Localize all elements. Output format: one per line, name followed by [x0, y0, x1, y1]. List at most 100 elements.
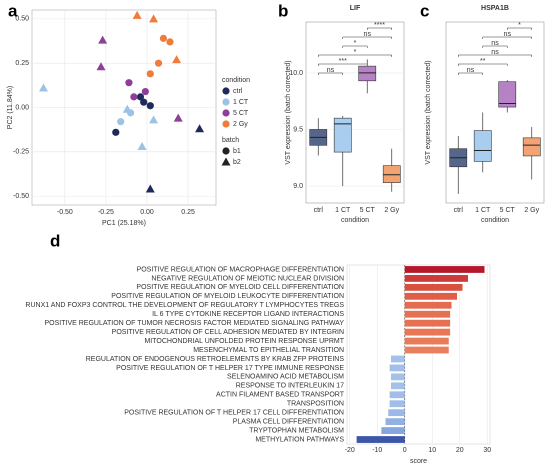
bracket: [507, 27, 532, 30]
bracket: [318, 54, 392, 57]
bar: [404, 292, 457, 300]
bracket: [458, 72, 483, 75]
bar: [389, 364, 405, 372]
x-tick-label: 0.00: [140, 209, 154, 216]
y-tick-label: POSITIVE REGULATION OF MACROPHAGE DIFFER…: [137, 266, 344, 273]
bar: [404, 266, 485, 273]
significance-label: ns: [467, 67, 475, 74]
bar: [404, 319, 451, 327]
significance-label: ****: [374, 22, 385, 29]
y-tick-label: RESPONSE TO INTERLEUKIN 17: [236, 383, 344, 390]
panel-label: d: [50, 231, 60, 250]
point: [154, 59, 163, 67]
panel-label: a: [8, 1, 18, 20]
bar: [404, 275, 468, 282]
box: [473, 130, 492, 162]
point: [117, 118, 125, 126]
legend-swatch: [222, 109, 230, 117]
bar: [391, 355, 405, 363]
bracket: [482, 45, 508, 48]
y-tick-label: ACTIN FILAMENT BASED TRANSPORT: [216, 392, 345, 399]
point: [125, 79, 133, 87]
x-axis-label: condition: [481, 217, 509, 224]
significance-label: ns: [364, 31, 372, 38]
point: [149, 14, 159, 23]
bracket: [458, 63, 508, 66]
point: [130, 93, 138, 101]
plot-frame: [445, 21, 545, 204]
y-tick-label: POSITIVE REGULATION OF MYELOID CELL DIFF…: [136, 284, 344, 291]
point: [172, 55, 182, 64]
bracket: [342, 36, 392, 39]
x-tick-label: ctrl: [454, 207, 464, 214]
point: [141, 87, 149, 96]
bracket: [342, 45, 368, 48]
legend-swatch: [222, 98, 230, 106]
x-axis-label: condition: [341, 217, 369, 224]
point: [195, 124, 205, 133]
y-tick-label: -0.25: [13, 149, 29, 156]
x-tick-label: -0.25: [98, 209, 114, 216]
y-tick-label: RUNX1 AND FOXP3 CONTROL THE DEVELOPMENT …: [25, 302, 344, 309]
y-tick-label: POSITIVE REGULATION OF TUMOR NECROSIS FA…: [45, 320, 345, 327]
chart-title: LIF: [350, 5, 361, 12]
legend-label: 1 CT: [233, 99, 249, 106]
bracket: [458, 54, 532, 57]
y-tick-label: REGULATION OF ENDOGENOUS RETROELEMENTS B…: [86, 356, 345, 363]
chart-title: HSPA1B: [481, 5, 509, 12]
bar: [404, 328, 451, 336]
x-tick-label: 2 Gy: [384, 207, 399, 214]
x-tick-label: ctrl: [314, 207, 324, 214]
point: [145, 184, 155, 193]
point: [140, 98, 148, 106]
y-tick-label: POSITIVE REGULATION OF T HELPER 17 CELL …: [124, 410, 344, 417]
legend-label: 5 CT: [233, 110, 249, 117]
bar: [389, 400, 405, 408]
legend-label: ctrl: [233, 88, 243, 95]
legend-title: batch: [222, 137, 239, 144]
point: [146, 70, 154, 78]
legend-title: condition: [222, 77, 250, 84]
bar: [404, 337, 449, 345]
bar: [381, 427, 405, 434]
significance-label: ***: [339, 58, 347, 65]
bar: [388, 409, 405, 417]
legend-swatch: [222, 87, 230, 95]
y-tick-label: MESENCHYMAL TO EPITHELIAL TRANSITION: [193, 347, 344, 354]
bracket: [367, 27, 392, 30]
y-tick-label: TRANSPOSITION: [287, 401, 344, 408]
x-tick-label: 5 CT: [500, 207, 516, 214]
y-tick-label: 0.50: [15, 16, 29, 23]
x-tick-label: 1 CT: [475, 207, 491, 214]
box: [333, 117, 352, 153]
bar: [404, 283, 463, 291]
significance-label: *: [354, 49, 357, 56]
x-tick-label: 30: [483, 447, 491, 454]
significance-label: ns: [491, 49, 499, 56]
y-tick-label: 10.0: [289, 70, 303, 77]
point: [112, 128, 120, 136]
y-tick-label: 0.25: [15, 60, 29, 67]
panel-label: c: [420, 1, 429, 20]
y-tick-label: NEGATIVE REGULATION OF MEIOTIC NUCLEAR D…: [151, 275, 344, 282]
x-tick-label: 20: [456, 447, 464, 454]
x-tick-label: -20: [345, 447, 355, 454]
y-tick-label: 0.00: [15, 104, 29, 111]
legend-label: b2: [233, 159, 241, 166]
x-tick-label: 0.25: [181, 209, 195, 216]
y-tick-label: SELENOAMINO ACID METABOLISM: [227, 374, 344, 381]
y-tick-label: POSITIVE REGULATION OF T HELPER 17 TYPE …: [116, 365, 344, 372]
y-tick-label: POSITIVE REGULATION OF CELL ADHESION MED…: [112, 329, 344, 336]
point: [98, 35, 108, 44]
bar: [404, 346, 449, 354]
significance-label: **: [480, 58, 486, 65]
point: [39, 83, 48, 92]
y-tick-label: IL 6 TYPE CYTOKINE RECEPTOR LIGAND INTER…: [152, 311, 344, 318]
bar: [404, 310, 451, 318]
legend-label: 2 Gy: [233, 121, 248, 128]
bar: [404, 301, 452, 309]
point: [166, 38, 174, 46]
y-tick-label: TRYPTOPHAN METABOLISM: [249, 427, 344, 434]
x-tick-label: 10: [428, 447, 436, 454]
